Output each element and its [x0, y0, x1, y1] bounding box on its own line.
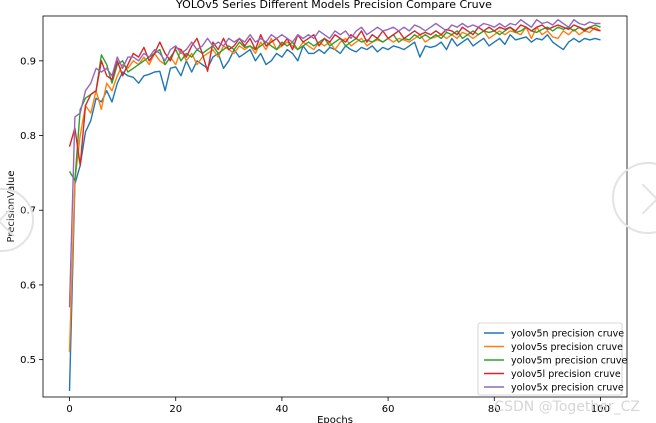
- watermark-text: CSDN @Together_CZ: [494, 399, 640, 415]
- x-axis-label: Epochs: [317, 415, 353, 423]
- legend-box: [477, 322, 623, 396]
- chart-legend: yolov5n precision cruve yolov5s precision…: [477, 322, 627, 396]
- series-line: [68, 24, 601, 182]
- legend-label: yolov5n precision cruve: [511, 329, 624, 340]
- legend-label: yolov5l precision cruve: [511, 369, 621, 380]
- y-tick-label: 0.5: [20, 355, 36, 366]
- y-tick-label: 0.8: [20, 131, 36, 142]
- x-tick-label: 20: [169, 404, 182, 415]
- chart-title: YOLOv5 Series Different Models Precision…: [175, 0, 492, 11]
- x-tick-label: 40: [276, 404, 289, 415]
- legend-label: yolov5s precision cruve: [511, 342, 623, 353]
- chevron-right-icon: [627, 183, 656, 215]
- legend-label: yolov5m precision cruve: [511, 356, 627, 367]
- series-line: [68, 19, 601, 308]
- series-lines: [68, 19, 601, 392]
- chevron-left-icon: [0, 205, 29, 237]
- x-axis-ticks: 0 20 40 60 80 100: [66, 397, 610, 415]
- y-tick-label: 0.6: [20, 280, 36, 291]
- legend-label: yolov5x precision cruve: [511, 383, 624, 394]
- x-tick-label: 60: [382, 404, 395, 415]
- series-line: [68, 24, 601, 167]
- y-tick-label: 0.9: [20, 56, 36, 67]
- x-tick-label: 0: [66, 404, 72, 415]
- x-tick-label: 100: [591, 404, 610, 415]
- series-line: [68, 26, 601, 353]
- x-tick-label: 80: [488, 404, 501, 415]
